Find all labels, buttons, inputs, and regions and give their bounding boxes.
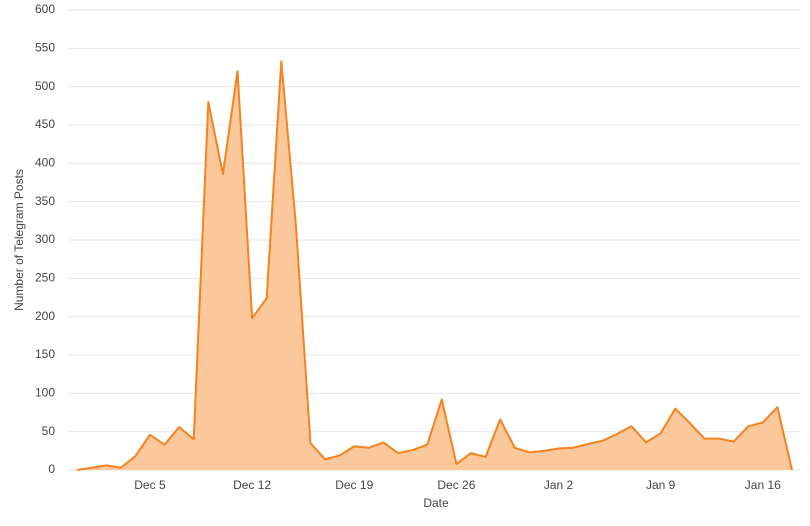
y-tick-label: 500: [35, 79, 55, 93]
y-tick-label: 50: [42, 424, 56, 438]
line: [76, 60, 793, 471]
y-tick-label: 150: [35, 347, 55, 361]
y-tick-label: 600: [35, 2, 55, 16]
x-axis-label: Date: [423, 496, 449, 510]
y-tick-label: 250: [35, 271, 55, 285]
y-tick-label: 400: [35, 156, 55, 170]
area: [77, 61, 792, 470]
x-tick-label: Jan 2: [544, 478, 574, 492]
x-tick-label: Jan 9: [646, 478, 676, 492]
x-tick-label: Jan 16: [745, 478, 781, 492]
x-tick-label: Dec 5: [134, 478, 166, 492]
y-tick-label: 0: [48, 462, 55, 476]
y-tick-label: 550: [35, 41, 55, 55]
x-tick-label: Dec 12: [233, 478, 271, 492]
y-tick-label: 100: [35, 386, 55, 400]
y-tick-label: 300: [35, 232, 55, 246]
y-tick-label: 450: [35, 117, 55, 131]
y-tick-label: 350: [35, 194, 55, 208]
x-tick-label: Dec 26: [437, 478, 475, 492]
y-tick-label: 200: [35, 309, 55, 323]
y-axis-label: Number of Telegram Posts: [12, 169, 26, 311]
x-tick-label: Dec 19: [335, 478, 373, 492]
